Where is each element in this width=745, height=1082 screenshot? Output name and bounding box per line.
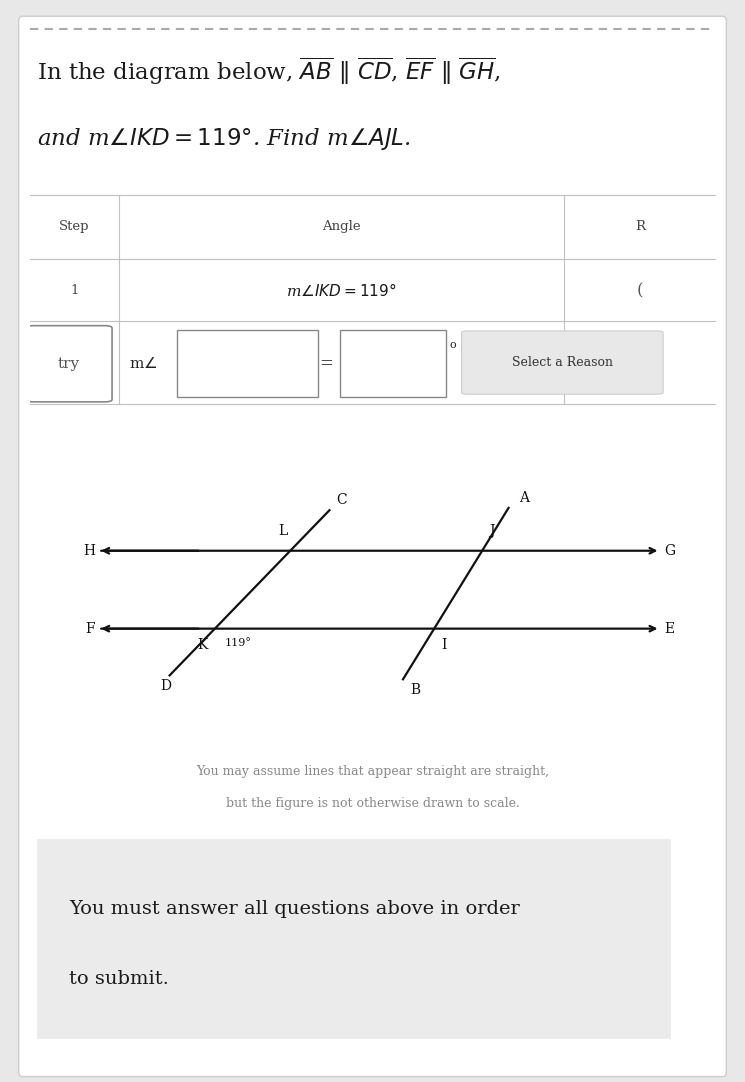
Text: and m$\angle IKD = 119°$. Find m$\angle AJL$.: and m$\angle IKD = 119°$. Find m$\angle … [37,127,411,153]
Text: but the figure is not otherwise drawn to scale.: but the figure is not otherwise drawn to… [226,797,519,810]
Text: m$\angle IKD = 119°$: m$\angle IKD = 119°$ [286,282,397,299]
Text: Select a Reason: Select a Reason [512,356,613,369]
Text: B: B [410,683,420,697]
Text: E: E [664,622,674,635]
Bar [340,330,446,397]
Text: L: L [279,524,288,538]
Text: 1: 1 [70,283,78,296]
Text: m$\angle$: m$\angle$ [129,356,158,371]
FancyBboxPatch shape [31,836,676,1041]
Text: to submit.: to submit. [69,969,169,988]
Text: try: try [58,357,80,371]
Text: A: A [519,490,529,504]
Text: 119°: 119° [225,638,252,648]
Text: (: ( [636,282,643,299]
FancyBboxPatch shape [26,326,112,401]
Text: I: I [441,638,446,652]
FancyBboxPatch shape [462,331,663,394]
Text: In the diagram below, $\overline{AB}$ $\|$ $\overline{CD}$, $\overline{EF}$ $\|$: In the diagram below, $\overline{AB}$ $\… [37,55,501,87]
FancyBboxPatch shape [19,16,726,1077]
Text: K: K [197,638,208,652]
Text: You may assume lines that appear straight are straight,: You may assume lines that appear straigh… [196,765,549,778]
Text: You must answer all questions above in order: You must answer all questions above in o… [69,899,520,918]
Bar [177,330,317,397]
Text: Angle: Angle [323,221,361,234]
Text: o: o [449,340,456,349]
Text: C: C [336,493,347,507]
Text: H: H [83,544,95,557]
Text: F: F [85,622,95,635]
Text: Step: Step [59,221,89,234]
Text: =: = [319,355,333,372]
Text: G: G [664,544,675,557]
Text: J: J [489,524,495,538]
Text: R: R [635,221,645,234]
Text: D: D [161,678,171,692]
